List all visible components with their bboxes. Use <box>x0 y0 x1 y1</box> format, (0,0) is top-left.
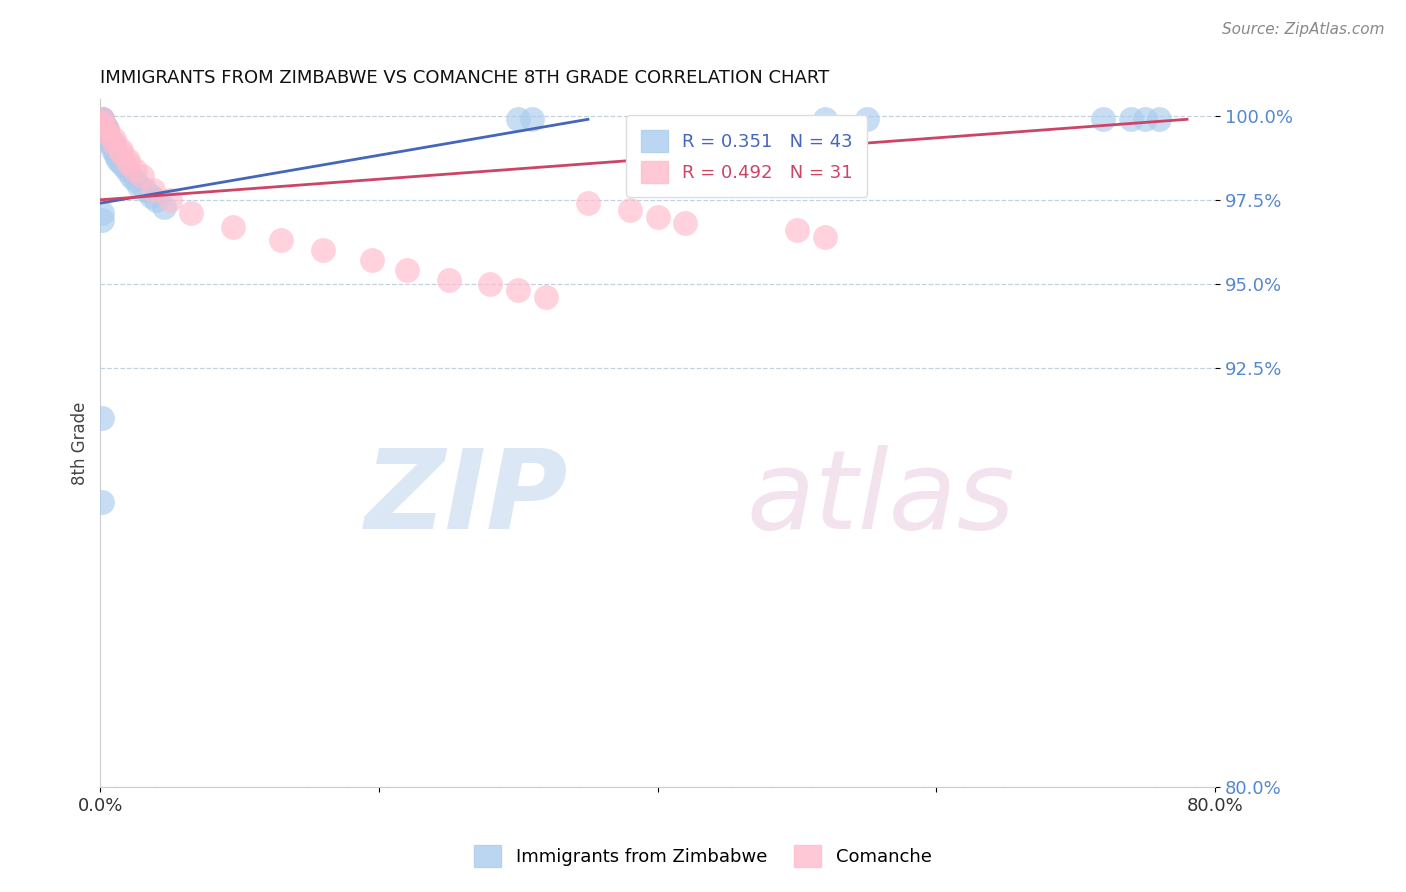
Point <box>479 277 502 291</box>
Text: Source: ZipAtlas.com: Source: ZipAtlas.com <box>1222 22 1385 37</box>
Point <box>93 122 115 136</box>
Point <box>90 410 112 425</box>
Point <box>90 213 112 227</box>
Point <box>1147 112 1170 127</box>
Point <box>93 119 115 133</box>
Point <box>619 202 641 217</box>
Point <box>134 183 156 197</box>
Point <box>395 263 418 277</box>
Point <box>508 284 530 298</box>
Point <box>90 112 112 127</box>
Y-axis label: 8th Grade: 8th Grade <box>72 401 89 484</box>
Point <box>1121 112 1143 127</box>
Text: ZIP: ZIP <box>366 444 568 551</box>
Point <box>131 169 153 184</box>
Point <box>534 290 557 304</box>
Point <box>124 162 146 177</box>
Point <box>522 112 544 127</box>
Point <box>110 143 132 157</box>
Legend: R = 0.351   N = 43, R = 0.492   N = 31: R = 0.351 N = 43, R = 0.492 N = 31 <box>626 115 868 197</box>
Point <box>93 119 115 133</box>
Point <box>814 112 837 127</box>
Point <box>139 189 162 203</box>
Point <box>103 132 125 146</box>
Point <box>1092 112 1115 127</box>
Point <box>128 179 150 194</box>
Point <box>159 193 181 207</box>
Point <box>101 143 124 157</box>
Point <box>145 193 167 207</box>
Point <box>96 122 118 136</box>
Text: atlas: atlas <box>747 444 1015 551</box>
Point <box>153 200 176 214</box>
Point <box>117 153 139 167</box>
Point <box>107 153 129 167</box>
Point <box>222 219 245 234</box>
Point <box>312 243 335 257</box>
Point <box>270 233 292 247</box>
Point <box>90 494 112 508</box>
Point <box>96 126 118 140</box>
Point <box>104 149 127 163</box>
Point <box>90 206 112 220</box>
Point <box>96 122 118 136</box>
Point <box>124 172 146 186</box>
Text: IMMIGRANTS FROM ZIMBABWE VS COMANCHE 8TH GRADE CORRELATION CHART: IMMIGRANTS FROM ZIMBABWE VS COMANCHE 8TH… <box>100 69 830 87</box>
Point <box>814 229 837 244</box>
Point <box>90 119 112 133</box>
Point <box>110 156 132 170</box>
Point <box>96 129 118 144</box>
Point <box>117 156 139 170</box>
Point <box>508 112 530 127</box>
Point <box>90 112 112 127</box>
Point <box>110 145 132 160</box>
Point <box>90 116 112 130</box>
Point <box>675 216 697 230</box>
Point <box>1135 112 1157 127</box>
Point <box>647 210 669 224</box>
Legend: Immigrants from Zimbabwe, Comanche: Immigrants from Zimbabwe, Comanche <box>467 838 939 874</box>
Point <box>120 169 142 184</box>
Point <box>98 132 121 146</box>
Point <box>90 116 112 130</box>
Point <box>90 112 112 127</box>
Point <box>361 253 384 268</box>
Point <box>90 112 112 127</box>
Point <box>576 196 599 211</box>
Point <box>437 273 460 287</box>
Point <box>101 139 124 153</box>
Point <box>112 159 135 173</box>
Point <box>180 206 202 220</box>
Point <box>115 162 138 177</box>
Point <box>90 112 112 127</box>
Point <box>96 126 118 140</box>
Point <box>103 136 125 150</box>
Point <box>98 136 121 150</box>
Point <box>786 223 808 237</box>
Point <box>104 145 127 160</box>
Point <box>90 112 112 127</box>
Point <box>142 183 165 197</box>
Point <box>90 116 112 130</box>
Point <box>90 116 112 130</box>
Point <box>855 112 877 127</box>
